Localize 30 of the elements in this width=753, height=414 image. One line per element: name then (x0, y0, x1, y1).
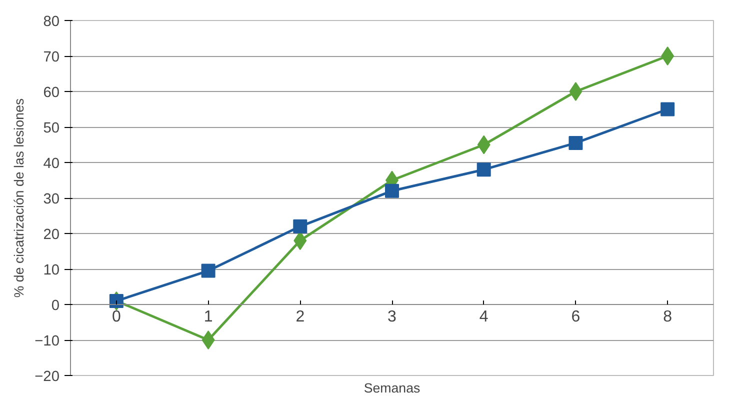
y-tick-label: 60 (43, 85, 60, 101)
point (202, 330, 215, 350)
point (660, 102, 675, 116)
x-tick-label: 1 (204, 308, 213, 326)
point (385, 184, 399, 198)
x-tick-label: 3 (388, 308, 397, 326)
point (109, 294, 124, 308)
y-tick-label: −20 (34, 369, 60, 385)
point (568, 136, 583, 150)
y-axis-title: % de cicatrización de las lesiones (12, 98, 27, 298)
y-tick-label: 40 (43, 156, 60, 172)
y-tick-label: 80 (43, 14, 60, 30)
x-tick-label: 8 (663, 308, 672, 326)
point (201, 264, 216, 278)
y-tick-label: −10 (34, 334, 60, 350)
point (293, 219, 308, 234)
y-tick-label: 0 (51, 298, 60, 314)
x-tick-label: 0 (112, 308, 121, 326)
y-tick-label: 30 (43, 192, 60, 208)
point (661, 46, 674, 66)
x-tick-label: 6 (571, 308, 580, 326)
x-axis-title: Semanas (364, 380, 420, 396)
y-tick-label: 20 (43, 227, 60, 243)
point (569, 82, 582, 101)
y-tick-label: 70 (43, 50, 60, 66)
x-tick-label: 2 (296, 308, 305, 326)
x-tick-label: 4 (479, 308, 488, 326)
y-tick-label: 50 (43, 120, 60, 136)
point (476, 162, 491, 177)
y-tick-label: 10 (43, 262, 60, 278)
